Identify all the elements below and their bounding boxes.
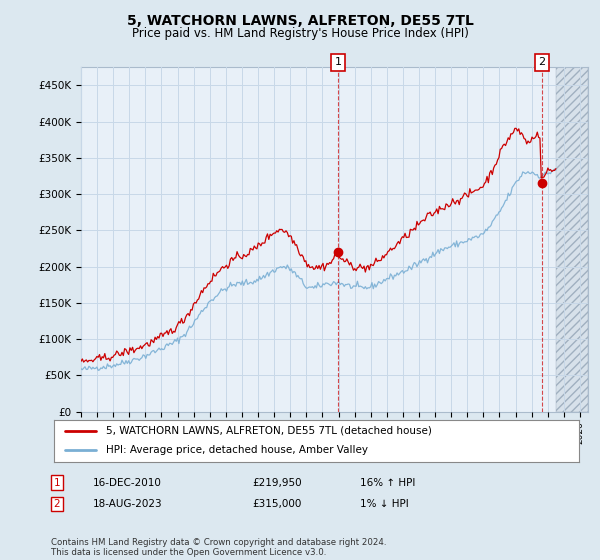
- Text: 5, WATCHORN LAWNS, ALFRETON, DE55 7TL: 5, WATCHORN LAWNS, ALFRETON, DE55 7TL: [127, 14, 473, 28]
- Text: £219,950: £219,950: [252, 478, 302, 488]
- Text: 18-AUG-2023: 18-AUG-2023: [93, 499, 163, 509]
- Bar: [556, 67, 588, 412]
- Text: Contains HM Land Registry data © Crown copyright and database right 2024.
This d: Contains HM Land Registry data © Crown c…: [51, 538, 386, 557]
- Text: Price paid vs. HM Land Registry's House Price Index (HPI): Price paid vs. HM Land Registry's House …: [131, 27, 469, 40]
- Text: 16-DEC-2010: 16-DEC-2010: [93, 478, 162, 488]
- Text: £315,000: £315,000: [252, 499, 301, 509]
- Text: 2: 2: [538, 57, 545, 67]
- Text: 16% ↑ HPI: 16% ↑ HPI: [360, 478, 415, 488]
- Text: 1: 1: [53, 478, 61, 488]
- Text: 1: 1: [334, 57, 341, 67]
- Text: HPI: Average price, detached house, Amber Valley: HPI: Average price, detached house, Ambe…: [107, 445, 368, 455]
- Text: 2: 2: [53, 499, 61, 509]
- Text: 5, WATCHORN LAWNS, ALFRETON, DE55 7TL (detached house): 5, WATCHORN LAWNS, ALFRETON, DE55 7TL (d…: [107, 426, 433, 436]
- Text: 1% ↓ HPI: 1% ↓ HPI: [360, 499, 409, 509]
- Bar: [556, 67, 588, 412]
